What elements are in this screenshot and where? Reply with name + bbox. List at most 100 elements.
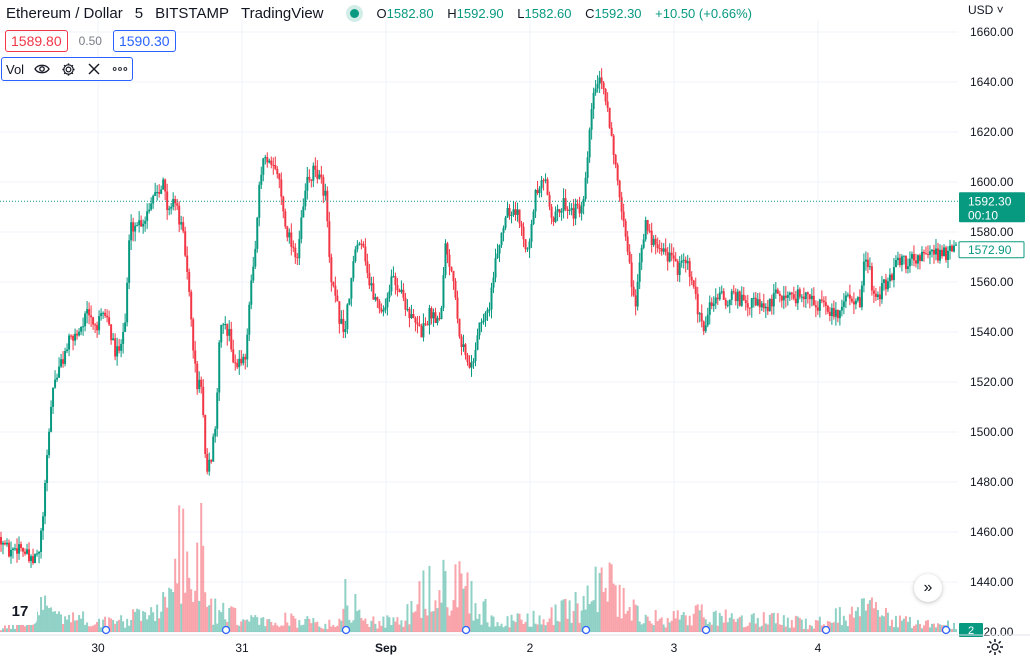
candle-body bbox=[830, 308, 833, 316]
candle-body bbox=[108, 317, 111, 325]
candle-body bbox=[444, 243, 447, 276]
volume-bar bbox=[400, 620, 403, 632]
volume-bar bbox=[80, 618, 83, 632]
volume-bar bbox=[510, 614, 513, 632]
volume-bar bbox=[670, 620, 673, 632]
interval[interactable]: 5 bbox=[134, 4, 144, 22]
close-icon[interactable] bbox=[86, 61, 102, 77]
currency-selector[interactable]: USD ˅ bbox=[968, 3, 1004, 17]
volume-bar bbox=[574, 591, 577, 632]
volume-bar bbox=[278, 626, 281, 632]
volume-bar bbox=[296, 627, 299, 632]
volume-bar bbox=[622, 587, 625, 632]
volume-bar bbox=[756, 617, 759, 632]
candle-body bbox=[580, 206, 583, 214]
volume-bar bbox=[512, 620, 515, 632]
candle-body bbox=[468, 362, 471, 368]
volume-bar bbox=[912, 625, 915, 632]
volume-bar bbox=[856, 607, 859, 632]
candle-body bbox=[146, 211, 149, 221]
volume-bar bbox=[436, 608, 439, 632]
scroll-to-realtime-button[interactable]: » bbox=[914, 574, 942, 602]
candle-body bbox=[344, 329, 347, 332]
volume-bar bbox=[752, 613, 755, 632]
volume-bar bbox=[380, 625, 383, 632]
candle-body bbox=[586, 157, 589, 178]
candle-body bbox=[684, 259, 687, 264]
volume-bar bbox=[306, 616, 309, 632]
volume-bar bbox=[674, 618, 677, 632]
volume-bar bbox=[662, 624, 665, 632]
candle-body bbox=[430, 308, 433, 319]
candle-body bbox=[700, 313, 703, 322]
volume-bar bbox=[794, 615, 797, 632]
dividend-marker-icon bbox=[221, 625, 231, 635]
volume-bar bbox=[72, 612, 75, 632]
candle-body bbox=[628, 251, 631, 263]
candle-body bbox=[414, 317, 417, 323]
volume-bar bbox=[788, 627, 791, 632]
volume-bar bbox=[690, 625, 693, 632]
last-price-label: 1592.30 bbox=[968, 194, 1012, 208]
candle-body bbox=[582, 198, 585, 207]
tradingview-logo[interactable]: 17 bbox=[3, 597, 37, 625]
volume-bar bbox=[370, 620, 373, 632]
candle-body bbox=[458, 318, 461, 337]
volume-bar bbox=[2, 628, 5, 632]
volume-bar bbox=[482, 601, 485, 632]
candle-body bbox=[122, 331, 125, 344]
symbol-legend: Ethereum / Dollar 5 BITSTAMP TradingView… bbox=[0, 0, 757, 26]
volume-bar bbox=[124, 627, 127, 632]
volume-bar bbox=[736, 618, 739, 632]
candle-body bbox=[484, 312, 487, 321]
candle-body bbox=[732, 291, 735, 293]
volume-bar bbox=[382, 616, 385, 632]
chart-settings-gear-icon[interactable] bbox=[986, 638, 1004, 656]
volume-bar bbox=[748, 622, 751, 632]
volume-bar bbox=[132, 609, 135, 632]
volume-bar bbox=[228, 608, 231, 632]
candle-body bbox=[226, 324, 229, 336]
candle-body bbox=[894, 260, 897, 268]
candle-body bbox=[94, 324, 97, 326]
volume-bar bbox=[246, 619, 249, 632]
volume-bar bbox=[404, 620, 407, 632]
currency-label: USD bbox=[968, 3, 994, 17]
volume-bar bbox=[418, 581, 421, 632]
candle-body bbox=[546, 179, 549, 196]
candle-body bbox=[882, 279, 885, 284]
buy-button[interactable]: 1590.30 bbox=[112, 30, 176, 52]
volume-bar bbox=[346, 605, 349, 632]
volume-bar bbox=[846, 626, 849, 632]
candle-body bbox=[14, 548, 17, 550]
more-icon[interactable] bbox=[112, 61, 128, 77]
eye-icon[interactable] bbox=[34, 61, 50, 77]
y-tick-label: 1480.00 bbox=[970, 475, 1014, 489]
volume-bar bbox=[766, 624, 769, 632]
volume-bar bbox=[130, 619, 133, 632]
candle-body bbox=[926, 253, 929, 255]
volume-bar bbox=[392, 617, 395, 632]
volume-bar bbox=[406, 604, 409, 632]
candle-body bbox=[54, 379, 57, 388]
sell-button[interactable]: 1589.80 bbox=[5, 30, 68, 52]
volume-bar bbox=[626, 610, 629, 632]
candle-body bbox=[456, 297, 459, 319]
candle-body bbox=[172, 199, 175, 207]
volume-bar bbox=[558, 621, 561, 632]
volume-bar bbox=[708, 622, 711, 632]
candle-body bbox=[322, 177, 325, 196]
gear-icon[interactable] bbox=[60, 61, 76, 77]
volume-indicator-legend[interactable]: Vol bbox=[1, 57, 134, 81]
candle-body bbox=[866, 259, 869, 268]
candle-body bbox=[460, 336, 463, 347]
volume-bar bbox=[442, 559, 445, 632]
volume-bar bbox=[716, 625, 719, 632]
candle-body bbox=[652, 238, 655, 246]
candle-body bbox=[816, 307, 819, 311]
volume-bar bbox=[254, 615, 257, 632]
bar-countdown-label: 00:10 bbox=[968, 208, 998, 222]
candle-body bbox=[666, 252, 669, 262]
symbol-name[interactable]: Ethereum / Dollar bbox=[6, 4, 123, 22]
